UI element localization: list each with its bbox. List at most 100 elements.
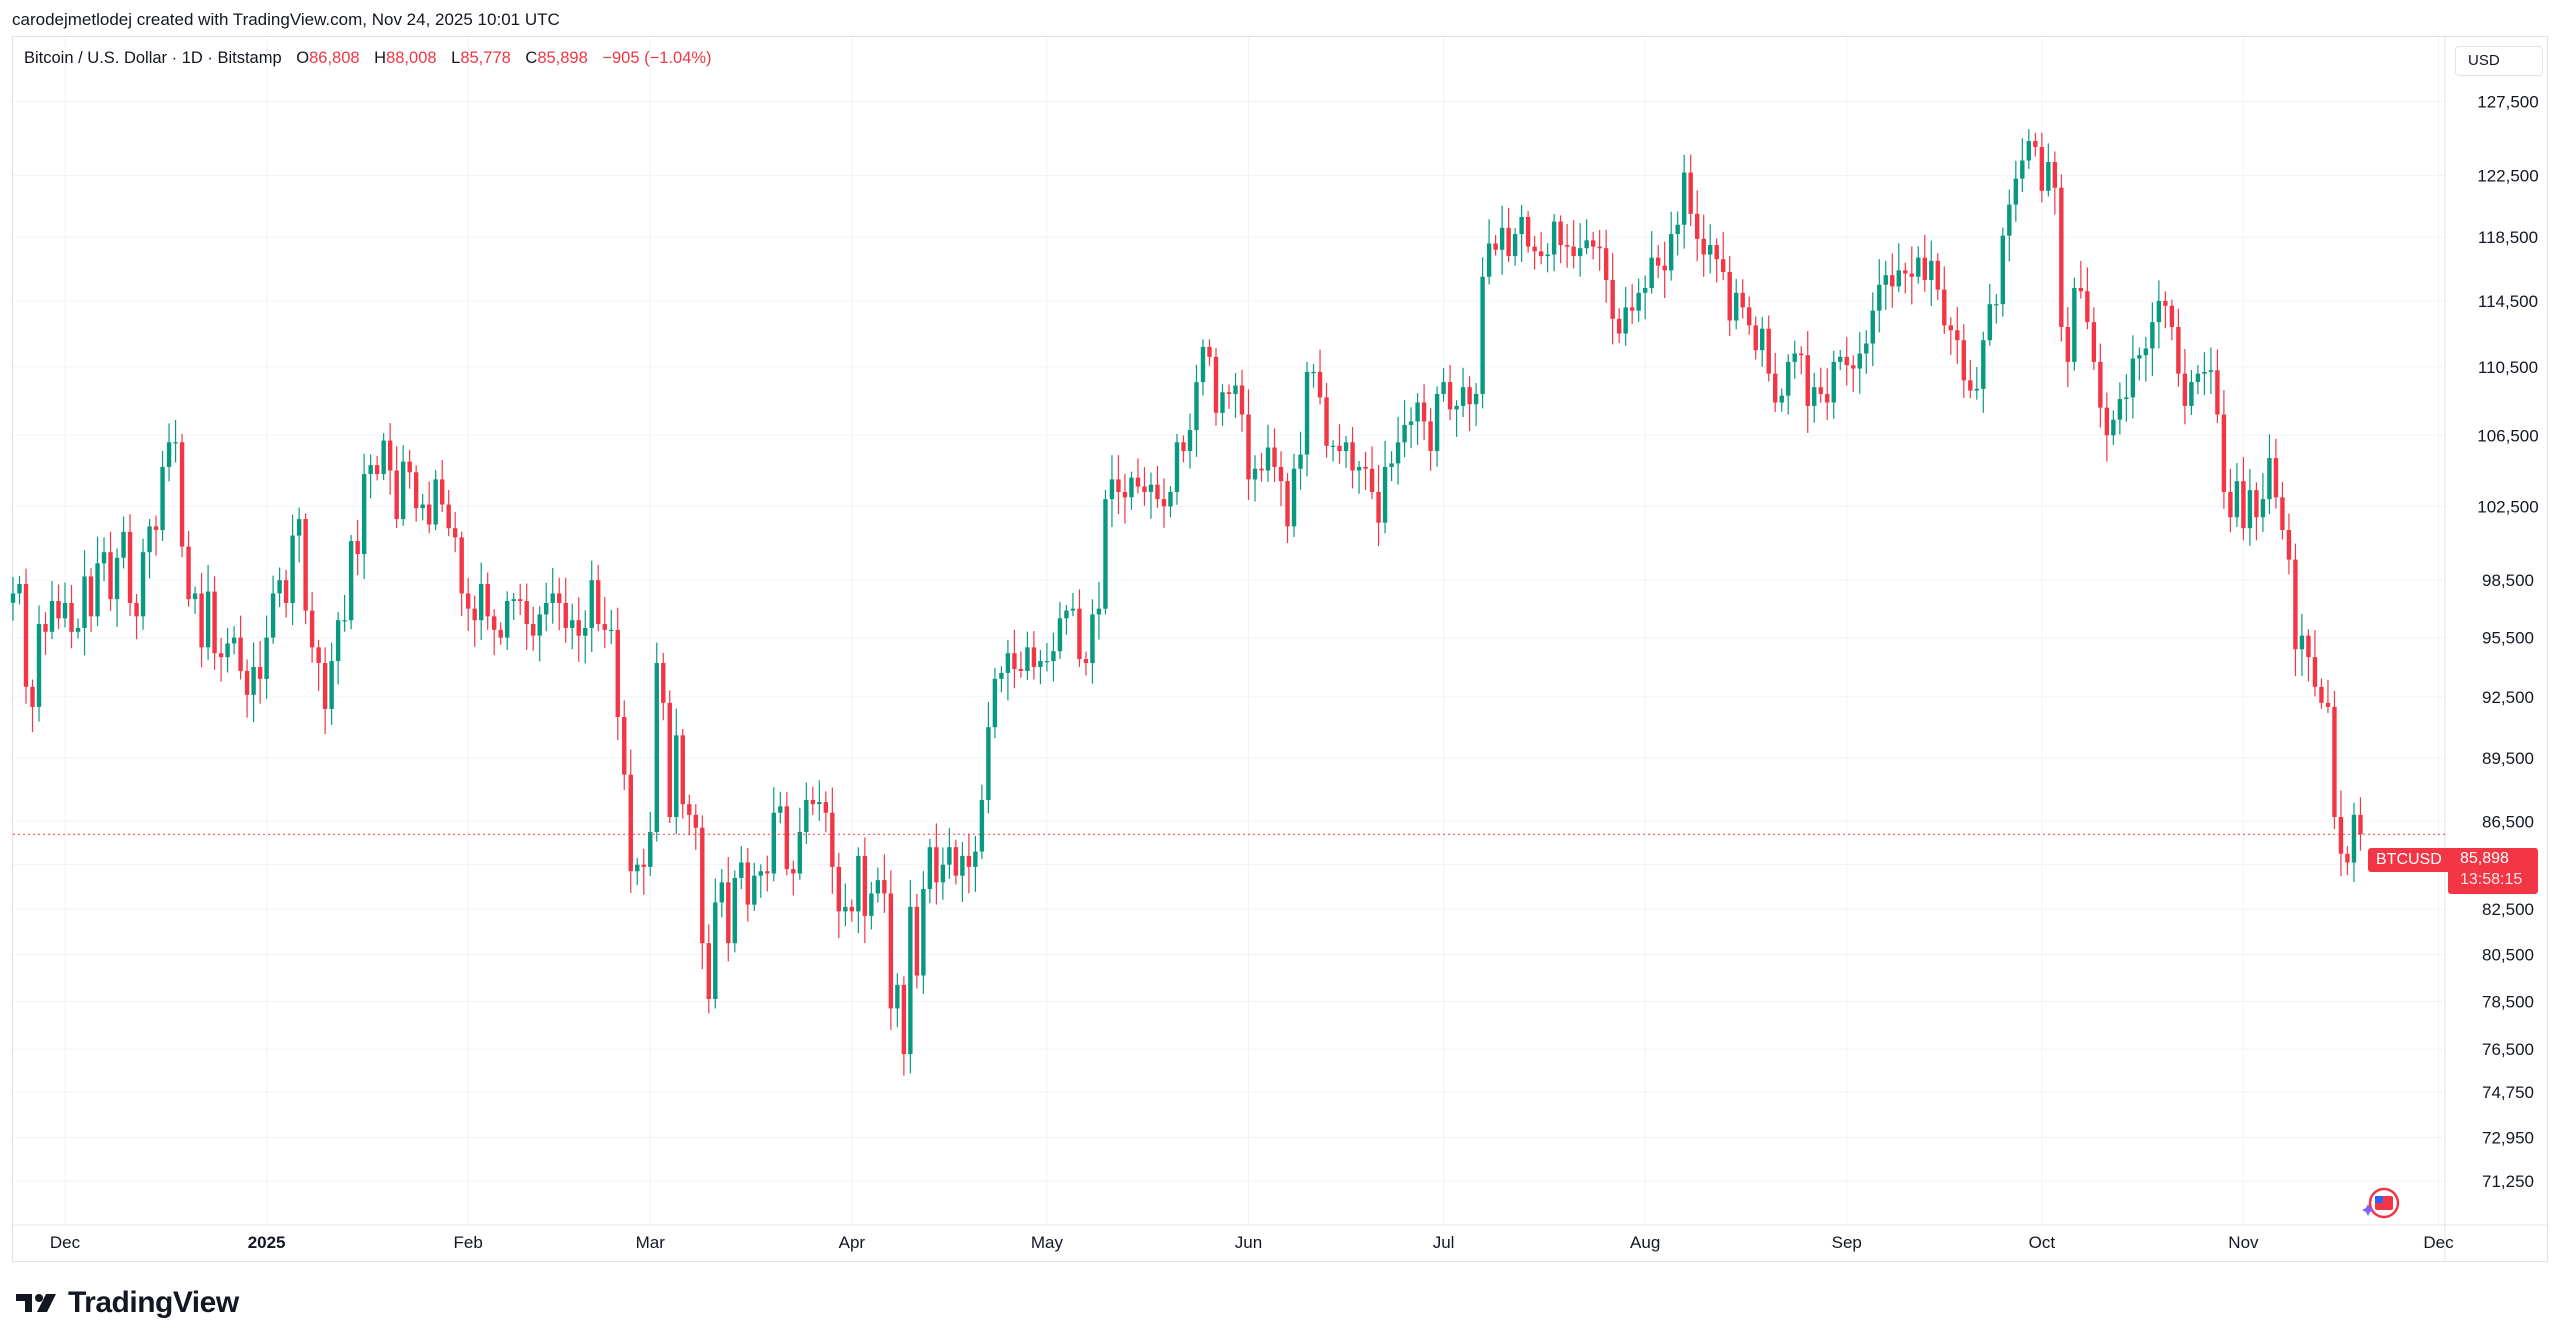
x-tick-label: May (1031, 1233, 1064, 1252)
candle-down (2091, 322, 2097, 362)
candle-down (23, 583, 29, 687)
candle-down (615, 629, 620, 717)
x-tick-label: Jul (1433, 1233, 1455, 1252)
candle-up (290, 535, 295, 603)
y-tick-label: 80,500 (2482, 946, 2534, 965)
candle-up (544, 602, 549, 615)
candle-up (1792, 353, 1797, 362)
candle-down (687, 804, 692, 815)
candle-down (1376, 491, 1381, 523)
candle-up (940, 864, 946, 883)
bar-countdown: 13:58:15 (2460, 871, 2523, 888)
y-tick-label: 76,500 (2482, 1040, 2534, 1059)
candle-down (212, 591, 217, 654)
candle-down (1226, 392, 1232, 394)
flag-icon[interactable] (2356, 1186, 2402, 1226)
close-value: 85,898 (537, 49, 588, 67)
low-label: L (451, 49, 461, 67)
candle-up (2072, 287, 2077, 362)
candle-down (394, 470, 399, 520)
candle-up (537, 614, 542, 636)
candle-up (947, 847, 952, 865)
candle-up (1044, 661, 1050, 663)
x-tick-label: Apr (839, 1233, 866, 1252)
candle-down (303, 519, 308, 611)
candle-down (1935, 260, 1940, 290)
x-tick-label: 2025 (248, 1233, 286, 1252)
candle-down (1142, 486, 1147, 492)
candle-up (1734, 292, 1739, 321)
candle-up (147, 526, 152, 553)
candle-up (2208, 370, 2214, 372)
candle-down (439, 479, 445, 505)
candle-down (2039, 147, 2045, 191)
candle-up (1812, 387, 1817, 406)
candle-up (1994, 304, 1999, 306)
brand-name: TradingView (68, 1286, 239, 1319)
candle-down (1447, 382, 1453, 410)
candle-up (2137, 355, 2142, 359)
candle-down (1558, 221, 1563, 246)
candle-down (518, 599, 523, 602)
symbol-title[interactable]: Bitcoin / U.S. Dollar · 1D · Bitstamp (24, 49, 282, 67)
y-tick-label: 89,500 (2482, 749, 2534, 768)
candle-down (316, 647, 321, 664)
candle-up (2150, 322, 2155, 349)
candle-down (179, 442, 185, 547)
candle-down (1272, 447, 1277, 467)
candle-up (589, 580, 594, 628)
candle-up (927, 847, 933, 889)
candle-down (1493, 243, 1498, 250)
y-tick-label: 82,500 (2482, 900, 2534, 919)
candle-down (374, 465, 380, 475)
candle-up (1174, 442, 1180, 492)
x-tick-label: Sep (1832, 1233, 1862, 1252)
candle-up (75, 627, 81, 632)
candle-up (1831, 361, 1836, 403)
candle-down (667, 702, 672, 817)
candle-up (1408, 421, 1414, 425)
candle-down (1213, 356, 1219, 413)
y-tick-label: 98,500 (2482, 571, 2534, 590)
candle-up (121, 531, 126, 558)
candle-down (1018, 668, 1024, 671)
candle-up (1577, 248, 1583, 257)
candle-up (1343, 442, 1349, 452)
candle-down (407, 461, 412, 473)
candle-up (1896, 270, 1901, 287)
candle-up (1220, 392, 1225, 413)
candle-down (726, 882, 731, 944)
candle-down (2319, 686, 2324, 703)
candle-down (2065, 327, 2071, 362)
candle-down (387, 440, 393, 471)
candle-up (140, 552, 146, 617)
candle-up (1519, 216, 1524, 235)
candle-down (1571, 246, 1576, 257)
candle-down (1909, 273, 1914, 277)
candle-up (1642, 287, 1648, 293)
currency-button[interactable]: USD (2455, 46, 2543, 76)
candle-up (732, 877, 737, 944)
tradingview-logo[interactable]: TradingView (16, 1286, 239, 1320)
candle-down (2078, 287, 2084, 292)
candle-up (335, 620, 341, 662)
candle-up (1486, 243, 1492, 277)
candle-up (1330, 445, 1336, 447)
candle-up (296, 519, 302, 536)
candle-down (882, 880, 887, 894)
candle-down (1851, 365, 1856, 369)
candle-up (986, 727, 991, 800)
candle-down (1538, 251, 1544, 257)
candle-down (465, 593, 471, 609)
candle-down (2059, 187, 2064, 328)
candle-up (609, 629, 614, 632)
candle-down (680, 735, 685, 805)
candle-up (1415, 402, 1420, 422)
candle-down (557, 593, 562, 603)
x-tick-label: Nov (2228, 1233, 2259, 1252)
candle-up (875, 880, 881, 894)
candle-down (1428, 421, 1433, 452)
high-label: H (374, 49, 387, 67)
candle-up (856, 855, 861, 912)
